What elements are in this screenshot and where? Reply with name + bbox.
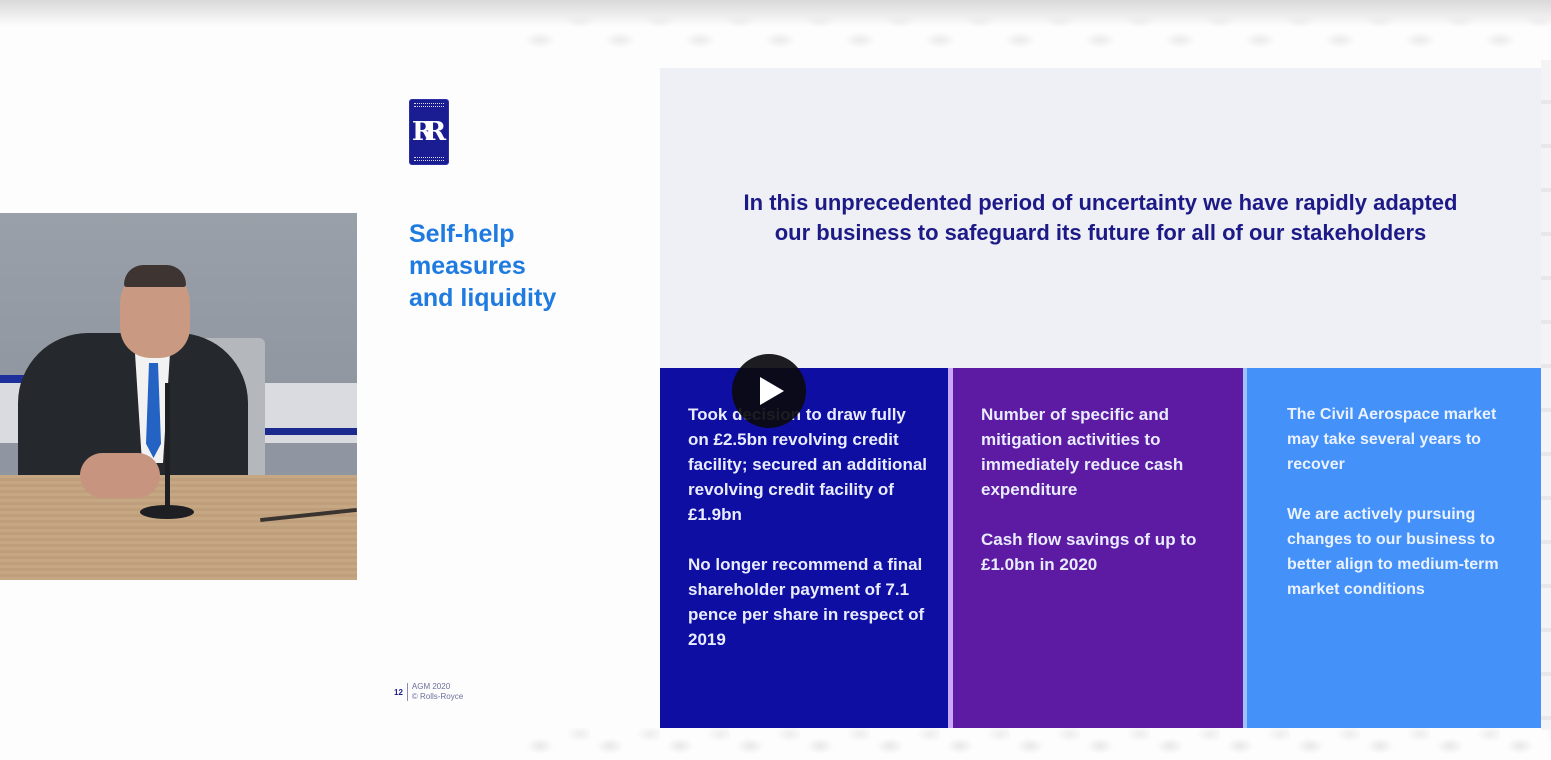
speaker-video-inset [0, 213, 357, 580]
logo-bottom-band [414, 157, 444, 161]
footer-copyright: © Rolls-Royce [411, 692, 464, 701]
slide-sidebar: RR Self-help measures and liquidity 12 A… [360, 70, 658, 730]
top-gradient [0, 0, 1551, 26]
video-wall-stripe [265, 428, 357, 435]
info-column-liquidity: Took decision to draw fully on £2.5bn re… [660, 368, 948, 728]
footer-event: AGM 2020 [411, 682, 451, 691]
background-pattern [1541, 60, 1551, 730]
footer-text: AGM 2020 © Rolls-Royce [412, 682, 463, 702]
footer-divider [406, 683, 408, 701]
section-title: Self-help measures and liquidity [409, 220, 557, 312]
speaker-hands [80, 453, 160, 498]
column-paragraph: The Civil Aerospace market may take seve… [1287, 406, 1497, 473]
speaker-tie [146, 363, 161, 458]
column-divider [1243, 368, 1248, 728]
microphone-icon [165, 383, 170, 513]
play-button[interactable] [732, 354, 806, 428]
microphone-base [140, 505, 194, 519]
logo-top-band [414, 103, 444, 107]
column-divider [948, 368, 953, 728]
logo-monogram: RR [411, 117, 446, 147]
slide-footer: 12 AGM 2020 © Rolls-Royce [394, 682, 463, 702]
info-column-market: The Civil Aerospace market may take seve… [1247, 368, 1541, 728]
column-paragraph: No longer recommend a final shareholder … [688, 555, 925, 649]
rolls-royce-logo-icon: RR [409, 99, 449, 165]
speaker-hair [124, 265, 186, 287]
headline-text: In this unprecedented period of uncertai… [743, 190, 1458, 245]
video-desk [0, 475, 357, 580]
column-paragraph: Number of specific and mitigation activi… [981, 405, 1184, 499]
column-paragraph: Took decision to draw fully on £2.5bn re… [688, 405, 928, 524]
column-paragraph: Cash flow savings of up to £1.0bn in 202… [981, 530, 1197, 574]
headline-panel: In this unprecedented period of uncertai… [660, 68, 1541, 368]
play-icon [760, 377, 784, 405]
page-number: 12 [394, 687, 403, 697]
background-pattern [520, 728, 1551, 760]
info-column-cash: Number of specific and mitigation activi… [953, 368, 1243, 728]
column-paragraph: We are actively pursuing changes to our … [1287, 506, 1499, 598]
